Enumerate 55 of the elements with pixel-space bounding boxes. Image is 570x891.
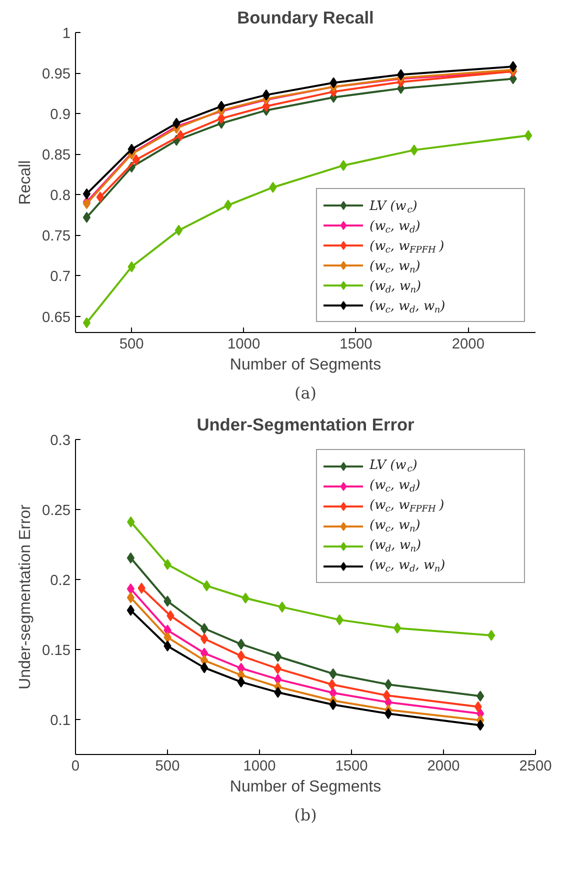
point xyxy=(96,192,104,203)
text: (b) xyxy=(294,806,317,824)
point xyxy=(202,580,211,592)
y-tick-label: 0.3 xyxy=(50,433,70,449)
text: (a) xyxy=(294,384,317,402)
point xyxy=(384,708,392,720)
point xyxy=(126,592,135,604)
x-tick-label: 2000 xyxy=(452,336,484,352)
point xyxy=(200,623,208,634)
y-tick-label: 0.1 xyxy=(50,713,70,729)
point xyxy=(174,224,183,236)
x-tick-label: 1500 xyxy=(335,758,368,774)
y-tick-label: 1 xyxy=(62,26,71,42)
point xyxy=(328,679,336,690)
y-tick-label: 0.85 xyxy=(42,148,71,164)
x-tick-label: 500 xyxy=(119,336,144,352)
point xyxy=(82,212,91,223)
point xyxy=(82,317,91,328)
point xyxy=(476,690,484,702)
y-tick-label: 0.7 xyxy=(50,269,70,286)
point xyxy=(384,679,392,690)
y-tick-label: 0.8 xyxy=(50,188,70,204)
x-tick-label: 2000 xyxy=(427,758,460,774)
x-tick-label: 1000 xyxy=(243,758,276,774)
point xyxy=(262,89,270,100)
y-tick-label: 0.15 xyxy=(42,643,71,659)
point xyxy=(274,663,282,674)
point xyxy=(274,651,282,662)
y-axis-title: Under-segmentation Error xyxy=(16,504,34,690)
point xyxy=(476,720,484,731)
x-axis-title: Number of Segments xyxy=(230,778,382,796)
point xyxy=(126,583,135,594)
y-axis-title: Recall xyxy=(16,160,34,205)
point xyxy=(524,130,532,141)
point xyxy=(126,552,135,564)
y-tick-label: 0.9 xyxy=(50,107,70,124)
y-tick-label: 0.2 xyxy=(50,573,70,589)
y-tick-label: 0.65 xyxy=(42,310,71,326)
x-tick-label: 0 xyxy=(71,758,80,774)
chart-title: Under-Segmentation Error xyxy=(196,414,415,434)
point xyxy=(126,604,135,616)
point xyxy=(393,622,402,634)
x-tick-label: 2500 xyxy=(519,758,552,774)
x-axis-title: Number of Segments xyxy=(230,356,382,374)
point xyxy=(200,662,208,674)
point xyxy=(200,633,208,644)
x-tick-label: 500 xyxy=(155,758,180,774)
y-tick-label: 0.25 xyxy=(42,503,71,519)
y-tick-label: 0.95 xyxy=(42,66,71,83)
chart-title: Boundary Recall xyxy=(237,8,374,28)
x-tick-label: 1500 xyxy=(340,336,372,352)
x-tick-label: 1000 xyxy=(227,336,260,352)
point xyxy=(164,640,172,652)
point xyxy=(82,188,91,200)
y-tick-label: 0.75 xyxy=(42,228,71,245)
